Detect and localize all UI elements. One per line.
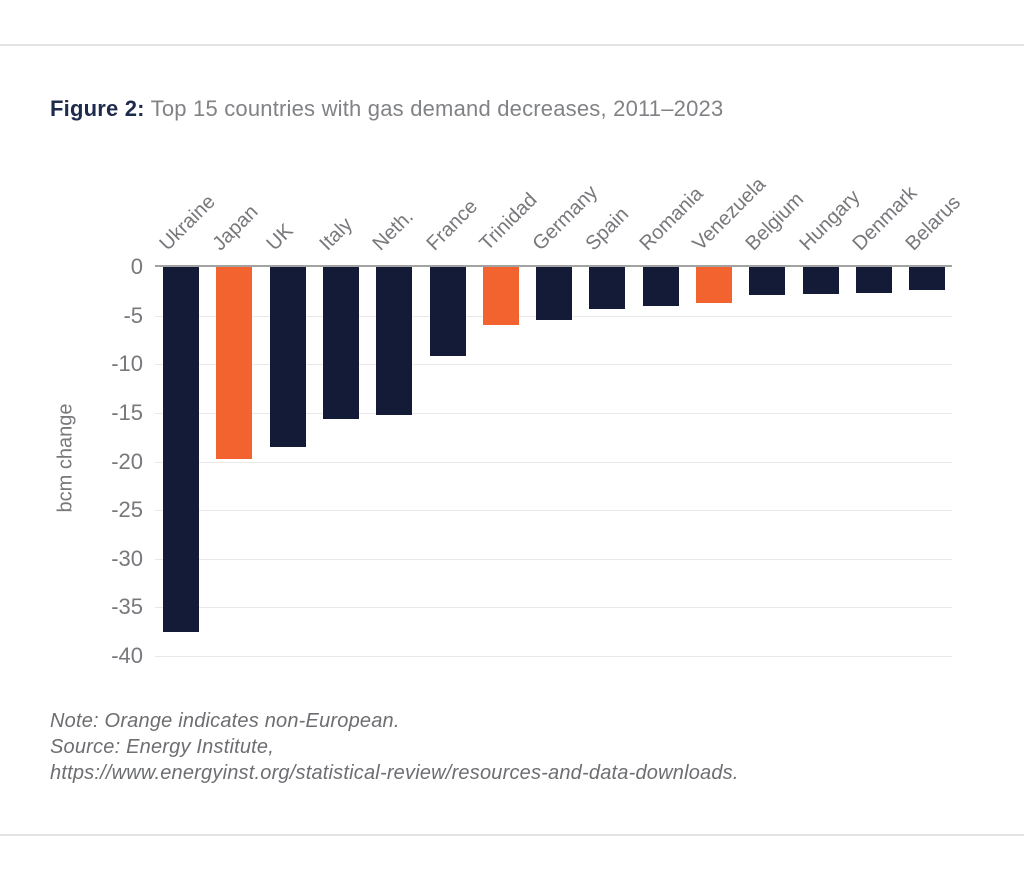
bar-trinidad [483,267,519,325]
bar-belarus [909,267,945,290]
x-axis-label-uk: UK [262,219,298,255]
note-text: Note: Orange indicates non-European. Sou… [50,708,739,786]
gridline--20 [155,462,952,463]
gridline--25 [155,510,952,511]
note-line-2: Source: Energy Institute, [50,736,275,758]
gridline--10 [155,364,952,365]
bottom-divider [0,834,1024,836]
bar-germany [536,267,572,320]
bar-romania [643,267,679,306]
y-tick-label-minus40: -40 [111,643,143,668]
y-tick-label-0: 0 [130,254,143,279]
x-axis-label-italy: Italy [315,213,357,255]
note-line-1: Note: Orange indicates non-European. [50,710,400,732]
y-tick-label-minus15: -15 [111,400,143,425]
bar-uk [270,267,306,447]
x-axis-label-spain: Spain [581,203,634,255]
y-tick-label-minus35: -35 [111,594,143,619]
bar-italy [323,267,359,419]
gridline--35 [155,607,952,608]
y-tick-label-minus25: -25 [111,497,143,522]
bar-hungary [803,267,839,294]
gridline--40 [155,656,952,657]
zero-axis-line [155,265,952,267]
x-axis-label-ukraine: Ukraine [155,190,220,255]
gridline--15 [155,413,952,414]
bar-ukraine [163,267,199,632]
note-line-3: https://www.energyinst.org/statistical-r… [50,762,739,784]
plot-area [155,265,952,657]
y-tick-label-minus20: -20 [111,449,143,474]
top-divider [0,44,1024,46]
x-axis-label-trinidad: Trinidad [475,188,542,255]
gridline--30 [155,559,952,560]
bar-denmark [856,267,892,293]
figure-label: Figure 2: [50,96,145,121]
bar-spain [589,267,625,309]
bar-france [430,267,466,356]
y-tick-label-minus30: -30 [111,546,143,571]
figure-title: Figure 2: Top 15 countries with gas dema… [50,96,723,122]
x-axis-label-france: France [422,195,483,255]
y-tick-label-minus5: -5 [123,303,143,328]
bar-neth [376,267,412,415]
y-tick-label-minus10: -10 [111,351,143,376]
bar-belgium [749,267,785,295]
bar-venezuela [696,267,732,303]
figure-title-text: Top 15 countries with gas demand decreas… [150,96,724,121]
bar-japan [216,267,252,459]
x-axis-label-neth: Neth. [368,205,418,255]
